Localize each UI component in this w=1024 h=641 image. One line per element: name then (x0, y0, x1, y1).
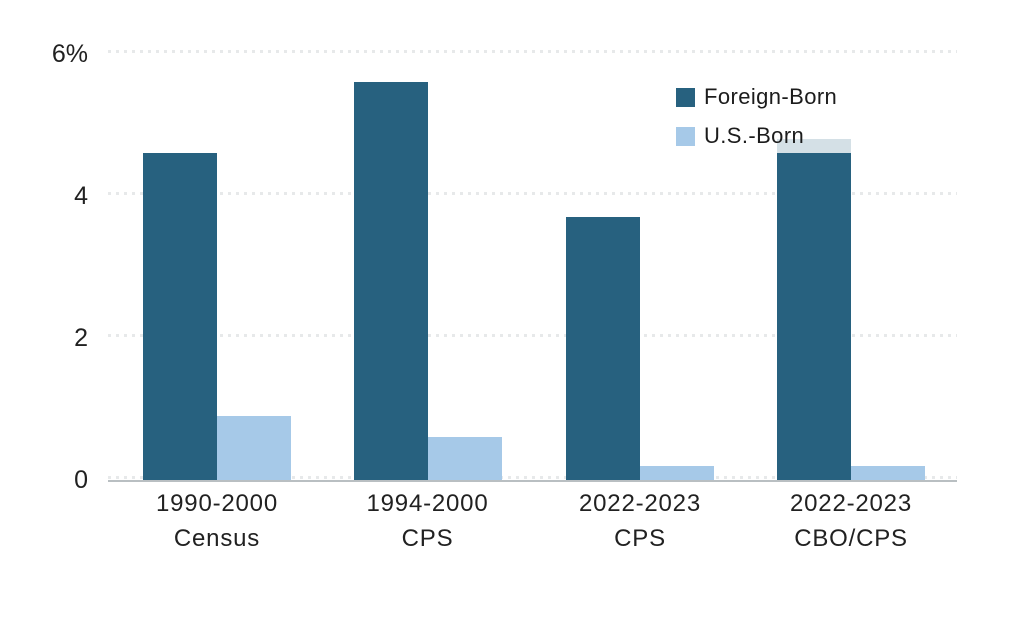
x-label-line2: CPS (614, 525, 666, 552)
x-axis-line (108, 480, 957, 482)
bar-foreign-born-3 (566, 217, 640, 480)
bar-us-born-2 (427, 437, 502, 480)
bar-foreign-born-4 (777, 153, 851, 480)
y-tick-label-4: 4 (74, 182, 88, 210)
gridline-4 (108, 192, 957, 195)
legend-label-foreign-born: Foreign-Born (704, 84, 838, 109)
bar-foreign-born-2 (353, 82, 428, 480)
legend-label-us-born: U.S.-Born (704, 123, 805, 148)
x-category-label-4: 2022-2023 CBO/CPS (731, 486, 971, 556)
x-label-line1: 2022-2023 (790, 490, 912, 517)
x-label-line1: 1994-2000 (366, 490, 489, 517)
legend-item-foreign-born: Foreign-Born (676, 84, 837, 110)
gridline-6 (108, 50, 957, 53)
x-label-line1: 2022-2023 (579, 490, 701, 517)
x-category-label-1: 1990-2000 Census (97, 486, 337, 556)
bar-foreign-born-4-cap-segment (777, 139, 851, 154)
bar-foreign-born-1 (143, 153, 217, 480)
legend-swatch-foreign-born (676, 87, 695, 107)
gridline-0 (108, 476, 957, 479)
y-tick-label-0: 0 (74, 466, 88, 494)
x-category-label-3: 2022-2023 CPS (520, 486, 760, 556)
bar-us-born-4 (851, 465, 925, 480)
x-label-line1: 1990-2000 (156, 490, 278, 517)
gridline-2 (108, 334, 957, 337)
y-tick-label-2: 2 (74, 324, 88, 352)
legend: Foreign-Born U.S.-Born (676, 84, 837, 149)
legend-item-us-born: U.S.-Born (676, 123, 837, 149)
y-tick-label-6: 6% (51, 40, 88, 68)
x-label-line2: CBO/CPS (794, 525, 908, 552)
x-label-line2: CPS (401, 525, 454, 552)
bar-us-born-3 (640, 465, 714, 480)
bar-us-born-1 (217, 416, 291, 480)
legend-swatch-us-born (676, 126, 695, 146)
x-label-line2: Census (173, 525, 261, 552)
x-category-label-2: 1994-2000 CPS (308, 486, 548, 556)
